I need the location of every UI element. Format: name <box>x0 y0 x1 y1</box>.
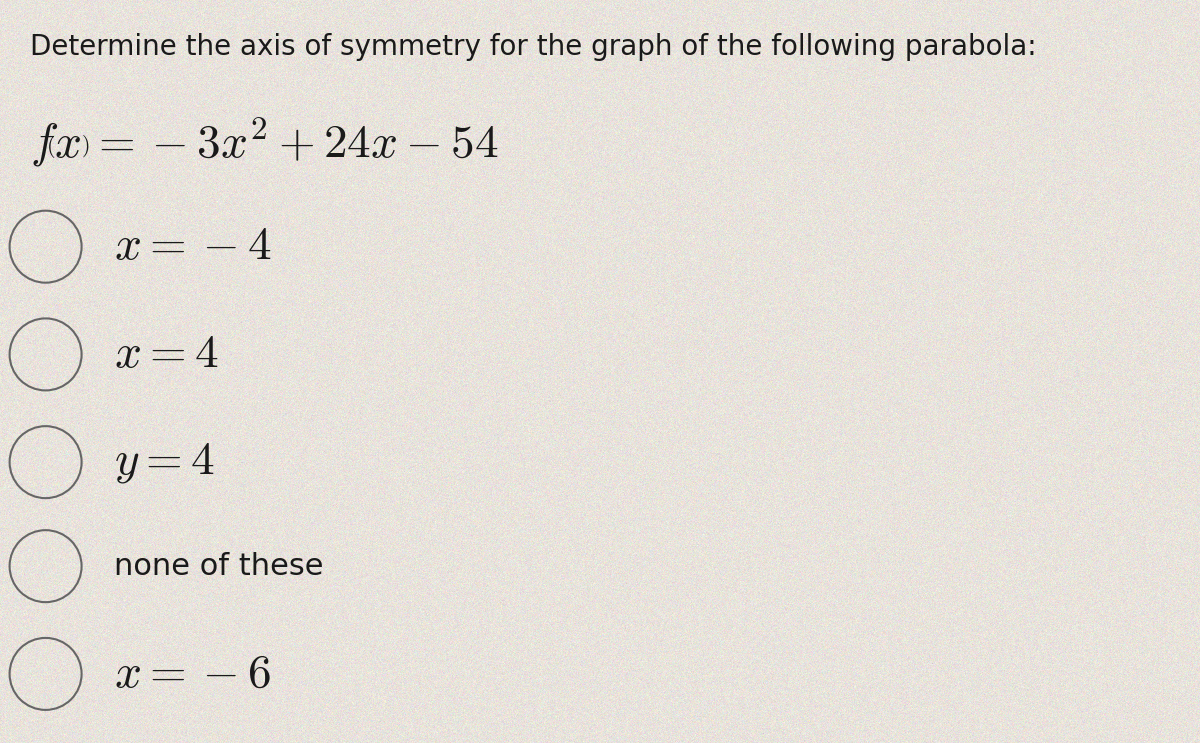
Text: $y = 4$: $y = 4$ <box>114 440 215 484</box>
Text: $x = -4$: $x = -4$ <box>114 224 271 269</box>
Text: $f\!\left(x\right) = -3x^2 + 24x - 54$: $f\!\left(x\right) = -3x^2 + 24x - 54$ <box>30 115 498 169</box>
Text: $x = -6$: $x = -6$ <box>114 652 271 696</box>
Text: Determine the axis of symmetry for the graph of the following parabola:: Determine the axis of symmetry for the g… <box>30 33 1037 62</box>
Text: none of these: none of these <box>114 551 324 581</box>
Text: $x = 4$: $x = 4$ <box>114 332 218 377</box>
